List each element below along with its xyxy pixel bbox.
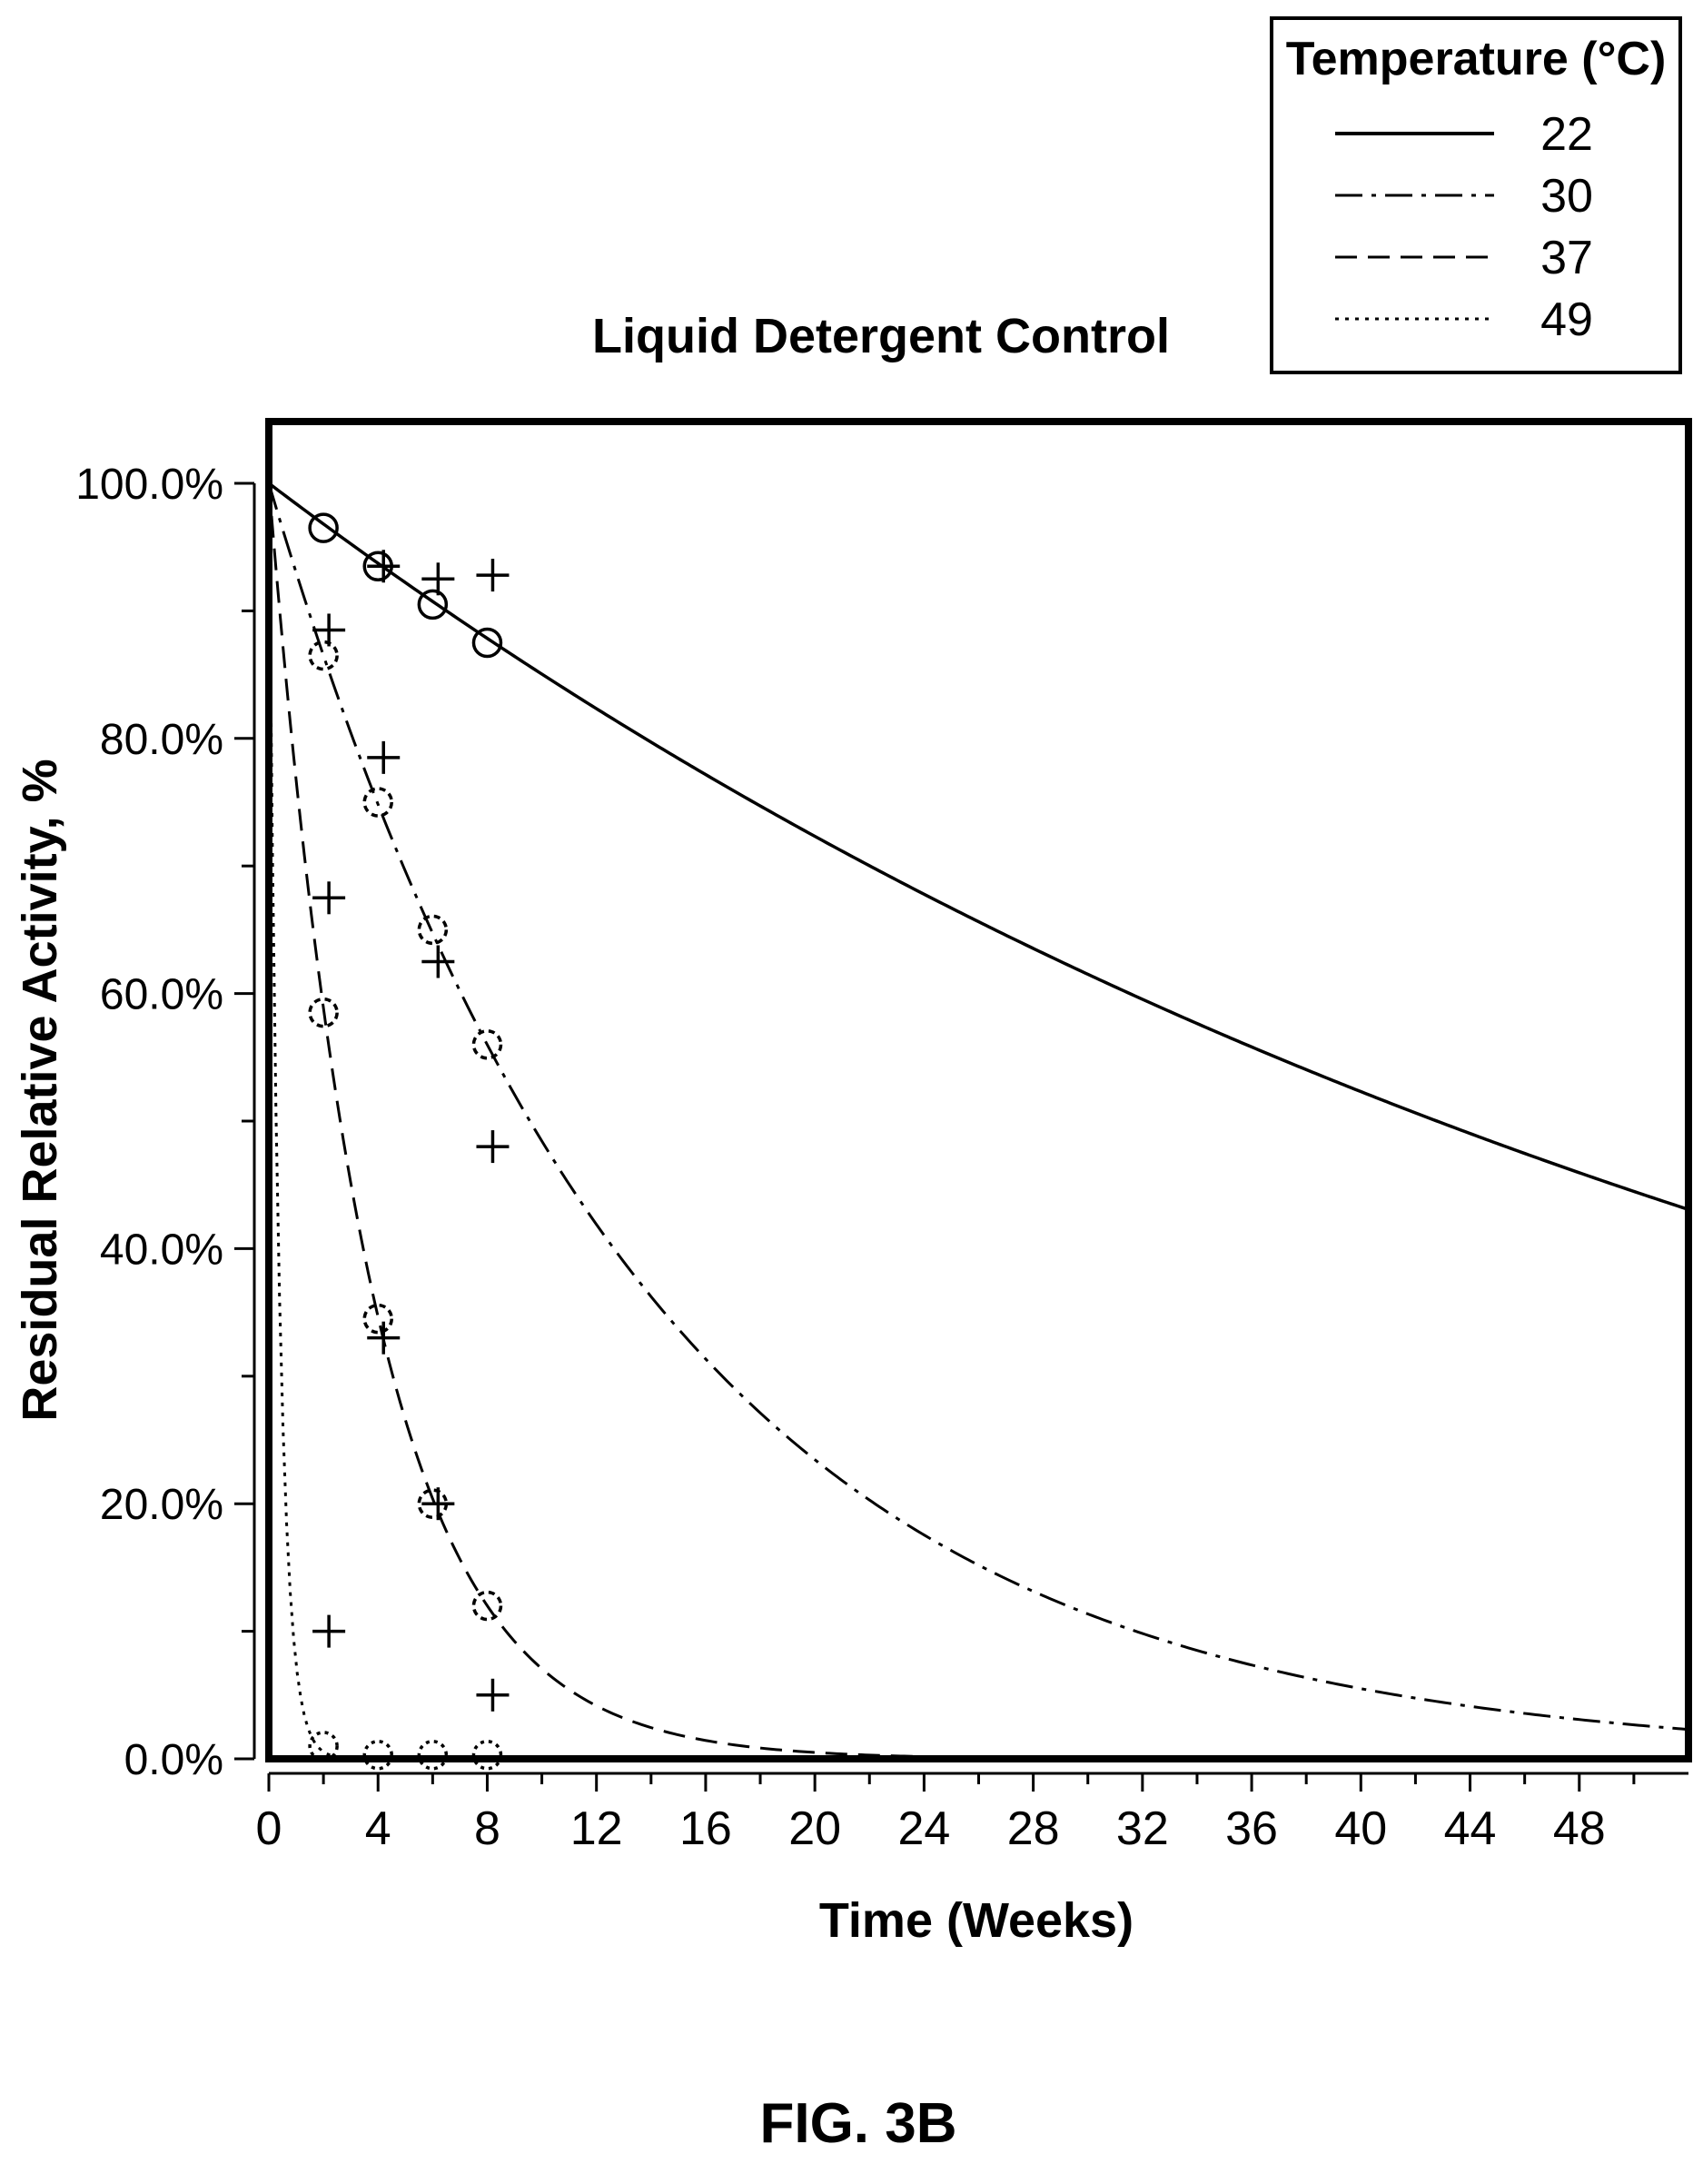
circle-point-49 xyxy=(308,1731,339,1762)
fit-curve-22 xyxy=(267,481,1689,1211)
x-tick-label: 12 xyxy=(570,1802,623,1855)
plus-point-30 xyxy=(476,1130,510,1164)
circle-point-49 xyxy=(417,1740,449,1771)
x-tick-label: 32 xyxy=(1116,1802,1169,1855)
plus-point-49 xyxy=(312,1614,346,1648)
x-tick-label: 24 xyxy=(897,1802,950,1855)
y-tick-label: 20.0% xyxy=(100,1481,223,1529)
plus-point-30 xyxy=(367,740,401,774)
data-points xyxy=(308,512,510,1771)
circle-point-22 xyxy=(471,627,503,659)
circle-point-30 xyxy=(417,914,449,946)
fit-curve-30 xyxy=(267,482,1689,1732)
x-tick-label: 28 xyxy=(1007,1802,1060,1855)
legend-label-49: 49 xyxy=(1540,293,1593,346)
circle-point-30 xyxy=(308,640,339,671)
plus-point-30 xyxy=(312,613,346,647)
y-axis: 0.0% 20.0% 40.0% 60.0% 80.0% 100.0% xyxy=(75,461,256,1784)
fit-curve-49 xyxy=(267,482,1688,1761)
legend-entries: 22 30 37 49 xyxy=(1335,108,1593,346)
legend-label-22: 22 xyxy=(1540,108,1593,161)
circle-point-49 xyxy=(362,1740,393,1771)
plus-point-22 xyxy=(476,559,510,592)
legend: Temperature (°C) 22 30 37 49 xyxy=(1270,16,1682,374)
fit-curves xyxy=(267,481,1689,1761)
x-tick-label: 36 xyxy=(1225,1802,1278,1855)
legend-title: Temperature (°C) xyxy=(1286,33,1667,85)
legend-label-30: 30 xyxy=(1540,170,1593,223)
y-tick-label: 100.0% xyxy=(75,461,223,509)
plus-point-22 xyxy=(367,550,401,583)
plus-point-22 xyxy=(421,562,455,596)
plus-point-37 xyxy=(476,1678,510,1712)
y-tick-label: 40.0% xyxy=(100,1226,223,1274)
circle-point-37 xyxy=(362,1303,393,1335)
fit-curve-37 xyxy=(267,482,1688,1761)
y-tick-label: 0.0% xyxy=(124,1736,223,1784)
y-tick-label: 80.0% xyxy=(100,716,223,764)
x-tick-label: 44 xyxy=(1444,1802,1497,1855)
x-axis-label: Time (Weeks) xyxy=(819,1893,1134,1948)
x-tick-label: 8 xyxy=(474,1802,500,1855)
plus-point-37 xyxy=(421,1487,455,1521)
circle-point-37 xyxy=(471,1590,503,1622)
x-tick-label: 16 xyxy=(679,1802,732,1855)
x-axis: 0 4 8 12 16 20 24 28 32 36 40 44 48 xyxy=(256,1772,1688,1855)
plot-frame xyxy=(265,418,1692,1762)
legend-label-37: 37 xyxy=(1540,232,1593,284)
x-tick-label: 20 xyxy=(788,1802,841,1855)
x-tick-label: 48 xyxy=(1553,1802,1606,1855)
circle-point-37 xyxy=(308,997,339,1028)
circle-point-22 xyxy=(417,589,449,620)
x-tick-label: 0 xyxy=(256,1802,282,1855)
x-tick-label: 40 xyxy=(1334,1802,1387,1855)
plus-point-37 xyxy=(312,881,346,915)
plus-point-30 xyxy=(421,945,455,978)
circle-point-49 xyxy=(471,1740,503,1771)
x-tick-label: 4 xyxy=(365,1802,391,1855)
chart-title: Liquid Detergent Control xyxy=(592,309,1170,363)
plus-point-37 xyxy=(367,1321,401,1355)
y-axis-label: Residual Relative Activity, % xyxy=(13,759,67,1421)
circle-point-30 xyxy=(362,787,393,818)
circle-point-22 xyxy=(308,512,339,543)
y-tick-label: 60.0% xyxy=(100,971,223,1019)
figure-caption: FIG. 3B xyxy=(759,2092,956,2155)
circle-point-30 xyxy=(471,1029,503,1060)
